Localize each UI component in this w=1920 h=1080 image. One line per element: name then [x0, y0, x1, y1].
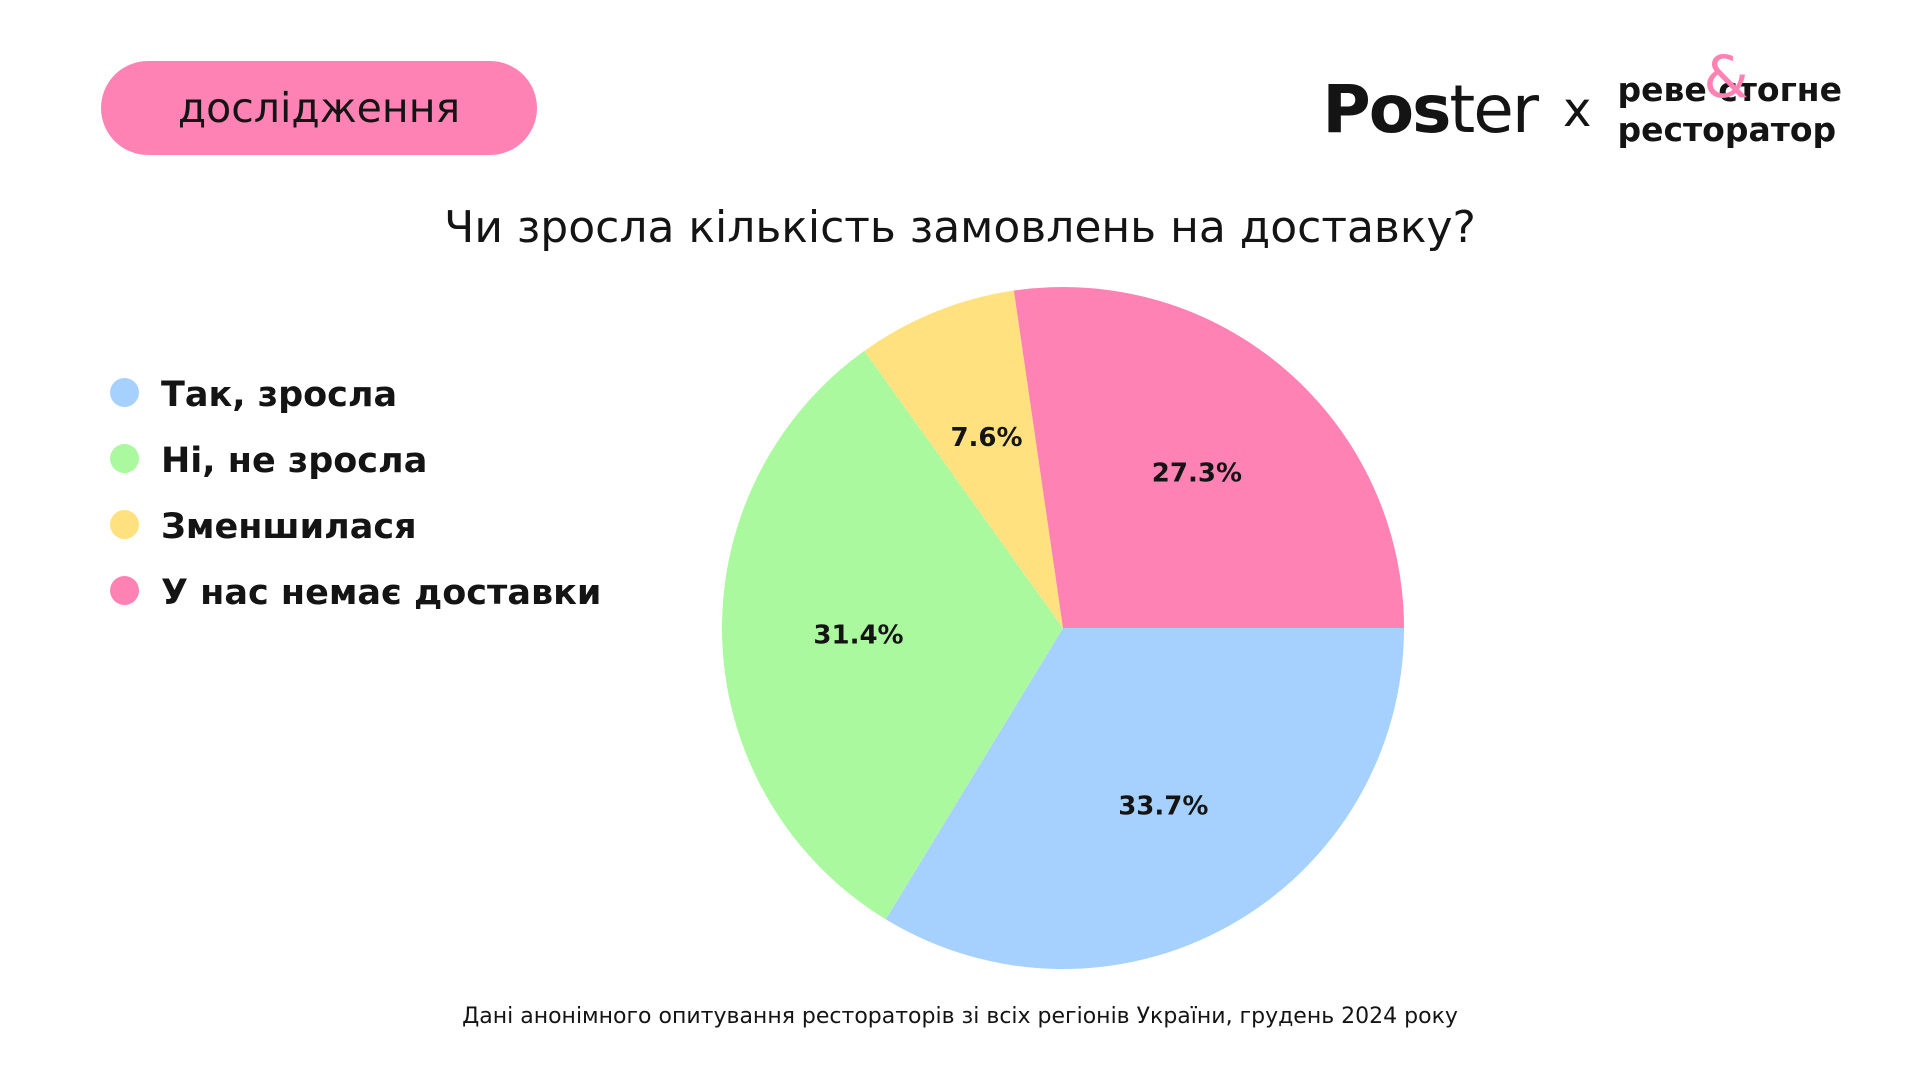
- legend-item: Зменшилася: [110, 494, 601, 560]
- source-footnote: Дані анонімного опитування рестораторів …: [462, 1004, 1458, 1029]
- poster-logo-strong: Pos: [1322, 71, 1451, 148]
- chart-legend: Так, зросла Ні, не зросла Зменшилася У н…: [110, 362, 601, 626]
- section-badge-label: дослідження: [177, 84, 461, 132]
- legend-label: У нас немає доставки: [161, 573, 602, 613]
- legend-item: Ні, не зросла: [110, 428, 601, 494]
- pie-labels: 33.7% 31.4% 7.6% 27.3%: [813, 423, 1242, 821]
- pie-slice-label: 27.3%: [1152, 458, 1242, 488]
- pie-slices: [721, 286, 1404, 970]
- legend-swatch: [110, 509, 139, 539]
- pie-slice: [1013, 286, 1404, 628]
- pie-slice: [721, 350, 1063, 920]
- chart-title: Чи зросла кількість замовлень на доставк…: [444, 202, 1476, 253]
- legend-label: Ні, не зросла: [161, 441, 428, 481]
- pie-slice-label: 7.6%: [950, 423, 1022, 453]
- poster-logo-light: ter: [1449, 71, 1539, 148]
- legend-item: У нас немає доставки: [110, 560, 601, 626]
- pie-slice: [885, 628, 1404, 970]
- legend-label: Зменшилася: [161, 507, 417, 547]
- partner-logo-line2: ресторатор: [1617, 110, 1837, 149]
- pie-slice: [864, 290, 1063, 628]
- pie-slice-label: 31.4%: [813, 621, 903, 651]
- logo-separator: x: [1563, 82, 1592, 138]
- section-badge: дослідження: [101, 61, 537, 155]
- partner-logo-line1: реве стогне: [1617, 70, 1842, 109]
- legend-swatch: [110, 575, 139, 605]
- pie-slice-label: 33.7%: [1118, 791, 1208, 821]
- legend-swatch: [110, 443, 139, 473]
- legend-swatch: [110, 377, 139, 407]
- legend-label: Так, зросла: [161, 375, 398, 415]
- legend-item: Так, зросла: [110, 362, 601, 428]
- poster-logo: Poster: [1322, 77, 1539, 143]
